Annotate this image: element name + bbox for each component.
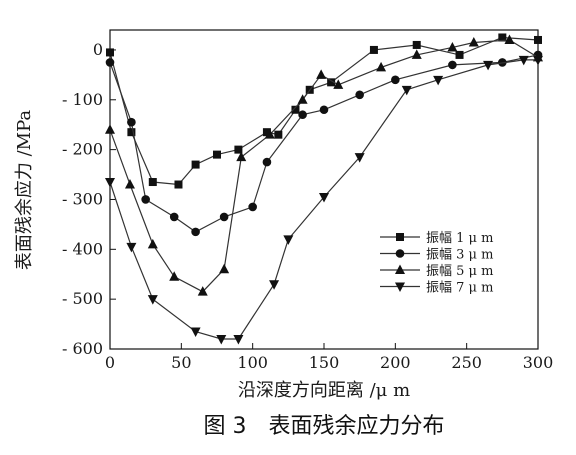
legend-label: 振幅 3 μ m	[426, 248, 493, 263]
data-point	[191, 160, 200, 169]
data-point	[262, 128, 271, 137]
data-point	[191, 227, 200, 237]
data-point	[197, 286, 208, 296]
data-point	[401, 85, 412, 96]
legend-marker	[395, 249, 405, 258]
data-point	[190, 327, 201, 338]
data-point	[236, 151, 247, 162]
legend-marker	[396, 233, 404, 241]
x-axis-title: 沿深度方向距离 /μ m	[238, 380, 410, 401]
legend-item: 振幅 7 μ m	[380, 281, 493, 296]
legend-label: 振幅 5 μ m	[426, 264, 493, 279]
series-3	[105, 34, 543, 296]
data-point	[234, 145, 243, 154]
legend-marker	[395, 282, 405, 292]
data-point	[169, 271, 180, 281]
data-point	[219, 263, 230, 274]
data-point	[147, 295, 158, 305]
series-1	[106, 33, 542, 189]
legend-item: 振幅 5 μ m	[380, 264, 493, 279]
series-line	[109, 54, 539, 233]
y-axis-title: 表面残余应力 /MPa	[14, 110, 35, 271]
data-point	[105, 58, 115, 67]
legend-item: 振幅 1 μ m	[380, 231, 493, 246]
data-point	[219, 212, 229, 222]
data-point	[147, 238, 158, 249]
y-tick-label: 0	[93, 40, 103, 59]
chart: 0 50 100 150 200 250 300 0 - 100 - 200 - 300 - 400…	[14, 29, 553, 401]
data-point	[105, 178, 115, 188]
y-tick-label: - 500	[62, 289, 103, 308]
data-point	[298, 110, 307, 120]
y-axis-ticks: 0 - 100 - 200 - 300 - 400 - 500 - 600	[62, 40, 116, 358]
data-point	[269, 280, 280, 290]
data-point	[316, 69, 327, 79]
data-point	[274, 130, 283, 139]
data-point	[327, 78, 336, 87]
figure-caption: 图 3 表面残余应力分布	[204, 414, 445, 439]
data-point	[248, 202, 257, 212]
data-point	[262, 157, 272, 167]
data-point	[412, 40, 421, 49]
x-tick-label: 0	[105, 353, 115, 372]
data-point	[126, 242, 137, 253]
data-point	[448, 60, 457, 70]
data-series	[105, 33, 543, 345]
data-point	[354, 153, 365, 163]
x-tick-label: 50	[171, 353, 191, 372]
data-point	[504, 34, 515, 44]
data-point	[283, 235, 294, 245]
x-tick-label: 200	[380, 353, 411, 372]
data-point	[518, 55, 529, 66]
legend-label: 振幅 7 μ m	[426, 281, 493, 296]
data-point	[148, 178, 157, 187]
data-point	[534, 35, 542, 44]
data-point	[355, 90, 364, 100]
y-tick-label: - 400	[62, 239, 103, 258]
data-point	[468, 36, 479, 47]
x-axis-ticks: 0 50 100 150 200 250 300	[105, 343, 553, 372]
legend-marker	[395, 264, 405, 274]
x-tick-label: 100	[237, 353, 268, 372]
data-point	[483, 60, 494, 71]
data-point	[433, 75, 444, 86]
data-point	[127, 128, 136, 137]
data-point	[376, 61, 387, 72]
data-point	[106, 48, 114, 57]
y-tick-label: - 600	[62, 339, 103, 358]
x-tick-label: 300	[523, 353, 554, 372]
y-tick-label: - 100	[62, 90, 103, 109]
data-point	[291, 105, 300, 114]
x-tick-label: 150	[309, 353, 340, 372]
data-point	[319, 192, 329, 203]
data-point	[174, 180, 183, 189]
data-point	[233, 335, 244, 345]
data-point	[105, 124, 115, 134]
data-point	[455, 50, 464, 59]
y-tick-label: - 300	[62, 189, 103, 208]
data-point	[127, 117, 136, 127]
legend: 振幅 1 μ m 振幅 3 μ m振幅 5 μ m 振幅 7 μ m	[380, 231, 493, 296]
data-point	[124, 179, 135, 189]
series-4	[105, 55, 543, 345]
data-point	[447, 41, 458, 52]
legend-label: 振幅 1 μ m	[426, 231, 493, 246]
data-point	[369, 45, 378, 54]
data-point	[213, 150, 221, 159]
data-point	[297, 94, 308, 104]
y-tick-label: - 200	[62, 140, 103, 159]
data-point	[216, 335, 227, 345]
data-point	[333, 79, 344, 89]
legend-item: 振幅 3 μ m	[380, 248, 493, 263]
x-tick-label: 250	[451, 353, 482, 372]
data-point	[533, 55, 543, 66]
data-point	[319, 105, 329, 115]
data-point	[391, 75, 400, 85]
data-point	[169, 212, 179, 222]
data-point	[141, 195, 150, 204]
data-point	[411, 49, 422, 59]
data-point	[264, 129, 275, 139]
data-point	[498, 33, 507, 42]
